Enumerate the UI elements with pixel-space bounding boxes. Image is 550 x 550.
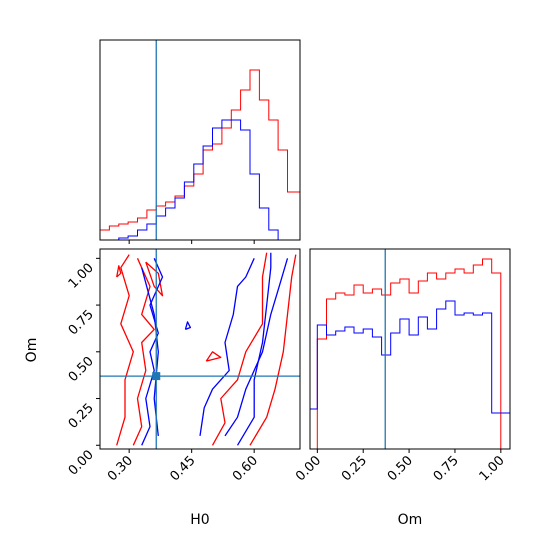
- contour-1-4: [236, 252, 272, 446]
- contour-1-5: [184, 321, 192, 331]
- x-tick-label-2: 0.60: [230, 453, 261, 484]
- y-tick-label-3: 0.75: [66, 307, 97, 338]
- histogram-series-1: [100, 119, 300, 241]
- x-tick-label-2: 0.50: [385, 453, 416, 484]
- truth-marker: [152, 372, 161, 381]
- om-marginal-panel: 0.00 0.25 0.50 0.75 1.00: [293, 248, 511, 484]
- panel-frame: [99, 39, 301, 241]
- contour-1-2: [199, 258, 255, 436]
- contour-1-0: [141, 258, 164, 446]
- histogram-series-1: [310, 300, 510, 414]
- contour-0-2: [211, 252, 268, 446]
- contour-lines: [116, 252, 297, 446]
- contour-0-0: [116, 254, 134, 446]
- contour-0-1: [132, 258, 155, 446]
- h0-axis-label: H0: [190, 512, 209, 528]
- contour-0-4: [145, 261, 164, 297]
- x-tick-label-3: 0.75: [431, 453, 462, 484]
- x-tick-label-0: 0.30: [105, 453, 136, 484]
- y-tick-label-1: 0.25: [66, 401, 97, 432]
- contour-0-5: [205, 351, 222, 362]
- y-tick-label-0: 0.00: [66, 447, 97, 478]
- x-tick-label-4: 1.00: [477, 453, 508, 484]
- contour-1-3: [224, 258, 289, 437]
- contour-1-1: [141, 267, 159, 436]
- histogram-series-0: [310, 258, 510, 450]
- panel-frame: [99, 248, 301, 450]
- om-axis-label-bottom: Om: [398, 512, 423, 528]
- x-tick-label-1: 0.25: [339, 453, 370, 484]
- y-tick-label-4: 1.00: [66, 261, 97, 292]
- x-tick-label-1: 0.45: [167, 453, 198, 484]
- x-tick-label-0: 0.00: [293, 453, 324, 484]
- y-tick-label-2: 0.50: [66, 354, 97, 385]
- contour-0-3: [249, 254, 297, 446]
- histogram-series-0: [100, 69, 301, 231]
- panel-frame: [309, 248, 511, 450]
- om-axis-label-left: Om: [24, 338, 40, 363]
- h0-marginal-panel: [99, 39, 301, 244]
- h0-om-contour-panel: 0.30 0.45 0.60 0.00 0.25 0.50 0.75 1.00: [66, 248, 301, 484]
- contour-0-6: [116, 265, 122, 278]
